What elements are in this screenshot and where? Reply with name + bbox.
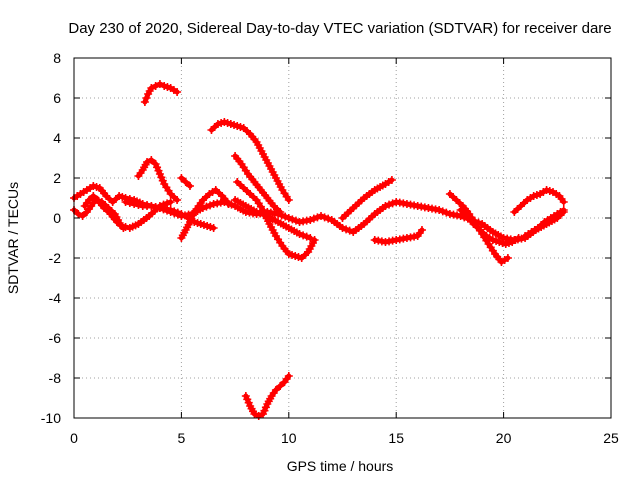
data-point xyxy=(85,196,94,204)
data-point xyxy=(151,203,160,211)
data-point xyxy=(130,200,139,208)
data-point xyxy=(256,209,265,218)
data-point xyxy=(147,202,156,210)
data-point xyxy=(147,84,156,92)
data-point xyxy=(388,199,397,208)
data-point xyxy=(74,210,83,218)
data-point xyxy=(252,208,261,216)
data-point xyxy=(276,382,285,390)
data-point xyxy=(514,234,523,242)
y-tick-label: 4 xyxy=(53,130,61,146)
data-point xyxy=(173,210,182,219)
data-point xyxy=(259,210,268,219)
y-tick-label: -2 xyxy=(49,250,62,266)
data-point xyxy=(503,254,512,262)
data-point xyxy=(147,156,156,164)
y-tick-label: -4 xyxy=(49,290,62,306)
data-point xyxy=(177,174,186,182)
data-point xyxy=(134,201,143,209)
data-point xyxy=(417,226,426,234)
data-point xyxy=(166,208,175,216)
data-point xyxy=(306,234,315,242)
data-point xyxy=(155,204,164,212)
data-point xyxy=(559,206,568,214)
data-point xyxy=(140,98,149,106)
series-trace xyxy=(232,153,283,215)
data-point xyxy=(306,216,315,224)
data-point xyxy=(121,198,130,206)
data-point xyxy=(143,158,152,166)
data-point xyxy=(206,201,215,210)
data-point xyxy=(276,208,285,216)
x-axis-label: GPS time / hours xyxy=(287,458,394,474)
data-point xyxy=(284,214,293,222)
data-point xyxy=(309,214,318,223)
y-axis-label: SDTVAR / TECUs xyxy=(5,182,21,294)
data-point xyxy=(159,205,168,214)
data-point xyxy=(170,209,179,218)
data-point xyxy=(185,182,194,190)
data-point xyxy=(254,412,263,420)
data-point xyxy=(295,230,304,238)
y-tick-label: 6 xyxy=(53,90,61,106)
data-point xyxy=(181,178,190,186)
data-point xyxy=(385,200,394,209)
data-point xyxy=(209,224,218,232)
data-point xyxy=(173,196,182,204)
data-point xyxy=(166,198,175,206)
plot-frame xyxy=(73,57,612,419)
x-tick-label: 20 xyxy=(496,430,512,446)
y-tick-label: -10 xyxy=(41,410,61,426)
data-point xyxy=(202,202,211,211)
series-arc-h xyxy=(232,153,283,215)
y-tick-label: -8 xyxy=(49,370,62,386)
data-point xyxy=(313,213,322,222)
data-point xyxy=(320,213,329,222)
data-point xyxy=(310,236,319,244)
data-layer xyxy=(70,80,568,420)
data-point xyxy=(559,198,568,206)
data-point xyxy=(163,199,172,208)
data-point xyxy=(338,224,347,232)
y-tick-label: 8 xyxy=(53,50,61,66)
data-point xyxy=(271,386,280,394)
data-point xyxy=(324,214,333,223)
data-point xyxy=(381,202,390,210)
data-point xyxy=(438,207,447,216)
data-point xyxy=(302,232,311,241)
data-point xyxy=(155,80,164,88)
y-tick-label: -6 xyxy=(49,330,62,346)
x-tick-label: 10 xyxy=(281,430,297,446)
y-tick-label: 2 xyxy=(53,170,61,186)
data-point xyxy=(299,231,308,240)
chart-title: Day 230 of 2020, Sidereal Day-to-day VTE… xyxy=(68,20,611,37)
x-tick-label: 25 xyxy=(603,430,619,446)
data-point xyxy=(442,208,451,217)
y-tick-label: 0 xyxy=(53,210,61,226)
data-point xyxy=(142,94,151,102)
x-tick-label: 0 xyxy=(70,430,78,446)
data-point xyxy=(89,192,98,200)
data-point xyxy=(119,224,128,232)
data-point xyxy=(288,215,297,224)
data-point xyxy=(163,206,172,215)
data-point xyxy=(284,196,293,204)
data-point xyxy=(342,225,351,234)
data-point xyxy=(224,200,233,208)
x-tick-label: 15 xyxy=(388,430,404,446)
x-tick-label: 5 xyxy=(178,430,186,446)
data-point xyxy=(125,199,134,207)
data-point xyxy=(173,88,182,96)
data-point xyxy=(387,176,396,184)
data-point xyxy=(151,82,160,90)
data-point xyxy=(250,410,259,418)
data-point xyxy=(284,372,293,380)
data-point xyxy=(78,212,87,220)
data-point xyxy=(317,212,326,220)
data-point xyxy=(291,216,300,225)
data-point xyxy=(435,206,444,214)
data-point xyxy=(281,212,290,221)
